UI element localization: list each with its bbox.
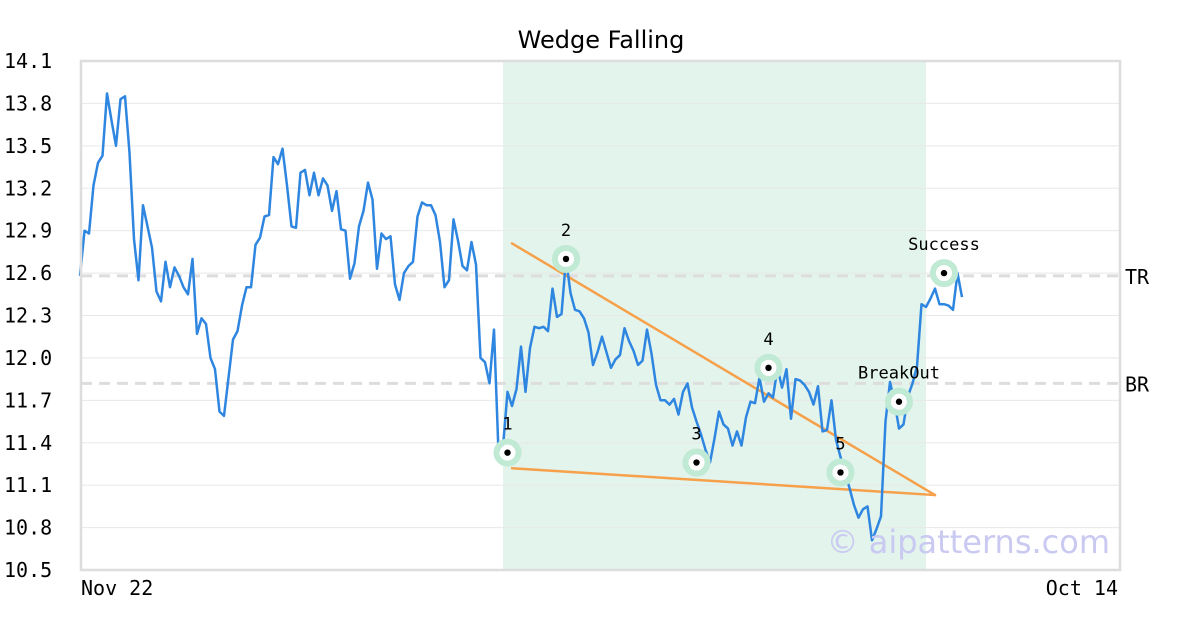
- marker-point-4: [765, 364, 772, 372]
- marker-point-3: [693, 459, 700, 466]
- trend-lines-layer: [510, 242, 937, 497]
- y-tick-label: 11.1: [4, 473, 52, 497]
- reference-label-br: BR: [1125, 372, 1150, 396]
- marker-ring-3: [682, 448, 711, 477]
- x-tick-label: Oct 14: [1046, 576, 1118, 600]
- y-tick-label: 13.8: [4, 91, 52, 115]
- watermark: © aipatterns.com: [827, 523, 1110, 561]
- marker-label-3: 3: [691, 425, 701, 445]
- trend-line: [510, 466, 937, 497]
- marker-point-breakout: [895, 398, 903, 405]
- chart-title: Wedge Falling: [518, 26, 685, 54]
- marker-label-1: 1: [502, 415, 512, 435]
- y-tick-label: 10.8: [4, 516, 52, 540]
- grid-layer: [81, 60, 1120, 571]
- y-tick-label: 12.0: [4, 346, 52, 370]
- marker-ring-4: [754, 353, 783, 382]
- x-tick-label: Nov 22: [81, 576, 153, 600]
- marker-ring-5: [826, 458, 855, 487]
- marker-ring-2: [552, 244, 580, 273]
- marker-ring-success: [930, 259, 958, 288]
- y-tick-label: 14.1: [4, 49, 52, 73]
- y-tick-label: 13.5: [4, 134, 52, 158]
- plot-frame: [79, 59, 1122, 572]
- marker-label-2: 2: [561, 221, 571, 241]
- marker-label-breakout: BreakOut: [858, 364, 940, 384]
- y-tick-label: 10.5: [4, 558, 52, 582]
- y-tick-label: 11.7: [4, 388, 52, 412]
- y-tick-label: 13.2: [4, 176, 52, 200]
- price-line: [78, 92, 964, 542]
- marker-ring-breakout: [885, 387, 913, 416]
- y-tick-label: 11.4: [4, 431, 52, 455]
- marker-ring-1: [493, 438, 522, 467]
- marker-point-success: [940, 269, 948, 277]
- y-tick-label: 12.6: [4, 261, 52, 285]
- trend-line: [510, 242, 937, 497]
- marker-point-2: [562, 255, 570, 263]
- reference-label-tr: TR: [1125, 265, 1150, 289]
- marker-point-1: [504, 449, 511, 456]
- marker-label-success: Success: [908, 235, 980, 255]
- marker-label-4: 4: [763, 330, 773, 350]
- marker-label-5: 5: [835, 434, 845, 454]
- y-tick-label: 12.9: [4, 219, 52, 243]
- markers-layer: 1 2 3 4 5 BreakOut Success: [493, 221, 980, 487]
- y-tick-label: 12.3: [4, 304, 52, 328]
- marker-point-5: [837, 469, 844, 476]
- series-layer: [78, 92, 964, 542]
- axes-layer: 14.1 13.8 13.5 13.2 12.9 12.6 12.3 12.0 11.7 11.4…: [4, 49, 1122, 600]
